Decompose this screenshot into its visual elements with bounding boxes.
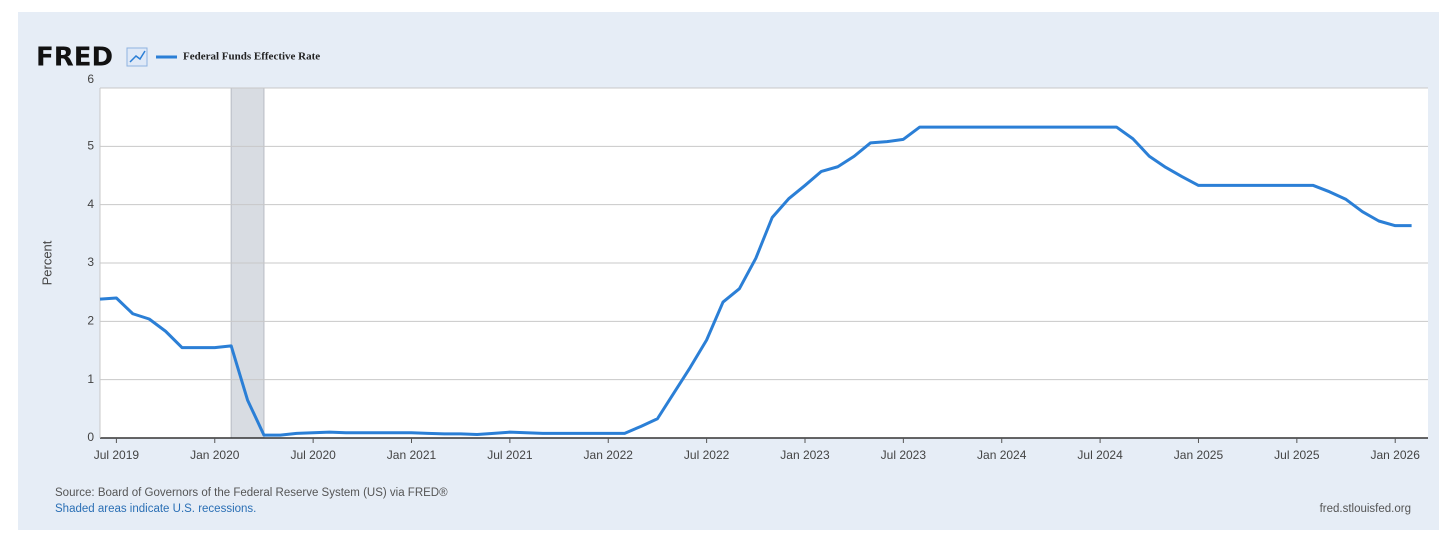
site-link: fred.stlouisfed.org (1320, 503, 1411, 515)
x-tick-label: Jul 2019 (94, 448, 140, 462)
x-tick-label: Jul 2020 (290, 448, 336, 462)
x-tick-label: Jan 2023 (780, 448, 830, 462)
recession-note: Shaded areas indicate U.S. recessions. (55, 503, 256, 515)
x-tick-label: Jan 2025 (1174, 448, 1224, 462)
series-line (99, 125, 1412, 437)
x-tick-label: Jan 2021 (387, 448, 437, 462)
y-tick-label: 2 (87, 314, 94, 328)
x-tick-label: Jan 2022 (584, 448, 634, 462)
x-tick-label: Jul 2021 (487, 448, 533, 462)
x-tick-label: Jan 2026 (1371, 448, 1421, 462)
y-tick-label: 1 (87, 372, 94, 386)
y-tick-label: 3 (87, 255, 94, 269)
y-tick-label: 5 (87, 139, 94, 153)
y-tick-label: 0 (87, 430, 94, 444)
y-tick-label: 6 (87, 72, 94, 86)
x-tick-label: Jan 2020 (190, 448, 240, 462)
x-tick-label: Jan 2024 (977, 448, 1027, 462)
legend-label: Federal Funds Effective Rate (183, 51, 320, 63)
x-tick-label: Jul 2024 (1077, 448, 1123, 462)
x-tick-label: Jul 2022 (684, 448, 730, 462)
source: Source: Board of Governors of the Federa… (55, 487, 448, 499)
x-tick-label: Jul 2023 (881, 448, 927, 462)
y-tick-label: 4 (87, 197, 94, 211)
logo-icon-line (129, 50, 146, 63)
x-tick-label: Jul 2025 (1274, 448, 1320, 462)
logo: FRED (36, 43, 113, 73)
y-axis-label: Percent (39, 240, 54, 285)
